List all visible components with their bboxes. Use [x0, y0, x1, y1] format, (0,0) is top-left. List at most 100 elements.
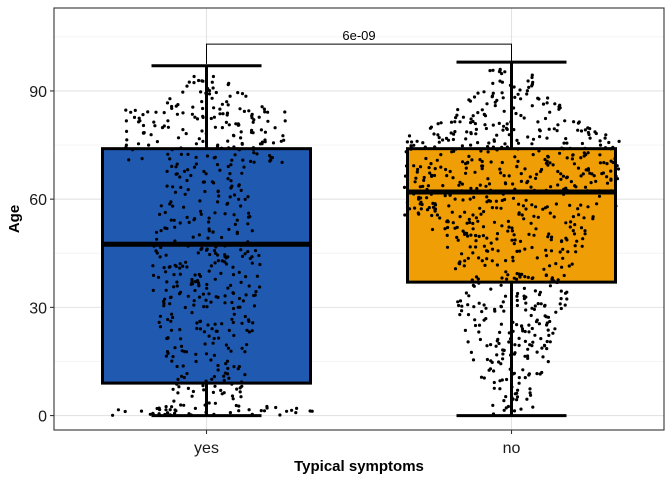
data-point	[477, 256, 481, 260]
data-point	[576, 207, 580, 211]
data-point	[517, 336, 521, 340]
data-point	[464, 137, 468, 141]
data-point	[461, 198, 465, 202]
data-point	[530, 245, 534, 250]
data-point	[491, 145, 495, 149]
data-point	[433, 209, 437, 213]
data-point	[474, 216, 478, 220]
data-point	[566, 250, 570, 254]
data-point	[603, 136, 607, 140]
data-point	[412, 164, 416, 168]
data-point	[492, 380, 496, 385]
data-point	[178, 266, 182, 270]
data-point	[251, 147, 255, 151]
data-point	[244, 94, 248, 98]
data-point	[224, 120, 228, 124]
data-point	[548, 319, 552, 324]
data-point	[445, 233, 449, 237]
data-point	[449, 120, 454, 124]
data-point	[202, 388, 206, 392]
data-point	[515, 391, 519, 395]
data-point	[472, 195, 476, 199]
data-point	[274, 405, 278, 410]
data-point	[509, 120, 513, 124]
data-point	[446, 225, 450, 230]
data-point	[226, 177, 230, 181]
data-point	[451, 176, 455, 180]
data-point	[240, 380, 244, 384]
data-point	[190, 280, 194, 284]
data-point	[266, 119, 270, 123]
data-point	[146, 110, 150, 114]
data-point	[516, 92, 520, 96]
data-point	[521, 329, 525, 333]
data-point	[213, 211, 217, 215]
data-point	[169, 319, 173, 323]
data-point	[476, 219, 480, 223]
data-point	[515, 294, 519, 298]
data-point	[485, 195, 489, 199]
data-point	[515, 398, 519, 402]
data-point	[572, 120, 576, 124]
data-point	[526, 79, 530, 83]
data-point	[172, 273, 176, 277]
data-point	[471, 213, 475, 217]
data-point	[229, 349, 233, 353]
data-point	[502, 309, 506, 313]
data-point	[511, 329, 515, 333]
data-point	[151, 288, 155, 292]
data-point	[171, 387, 175, 391]
data-point	[193, 406, 197, 410]
data-point	[245, 328, 249, 332]
data-point	[537, 149, 541, 153]
data-point	[207, 229, 211, 233]
data-point	[463, 328, 467, 332]
data-point	[501, 352, 505, 356]
data-point	[243, 373, 247, 377]
data-point	[592, 174, 596, 178]
data-point	[243, 350, 247, 354]
data-point	[605, 181, 610, 185]
data-point	[185, 265, 189, 269]
data-point	[415, 170, 419, 174]
data-point	[502, 124, 506, 128]
data-point	[447, 204, 451, 208]
data-point	[186, 386, 190, 390]
data-point	[148, 412, 152, 416]
data-point	[522, 286, 527, 290]
data-point	[416, 211, 420, 215]
data-point	[552, 215, 556, 219]
data-point	[532, 233, 536, 237]
data-point	[219, 271, 223, 275]
data-point	[530, 326, 534, 331]
data-point	[565, 141, 569, 145]
data-point	[576, 166, 581, 170]
data-point	[257, 115, 261, 119]
data-point	[209, 264, 213, 268]
data-point	[513, 343, 517, 347]
data-point	[191, 105, 195, 109]
jitter-points	[111, 67, 621, 417]
data-point	[515, 249, 519, 253]
data-point	[223, 212, 227, 216]
data-point	[496, 337, 500, 341]
data-point	[598, 139, 602, 143]
data-point	[460, 144, 464, 148]
data-point	[211, 230, 215, 234]
data-point	[473, 318, 477, 322]
data-point	[530, 203, 534, 207]
data-point	[536, 120, 540, 124]
data-point	[229, 163, 233, 167]
data-point	[201, 139, 205, 143]
data-point	[496, 249, 500, 253]
data-point	[466, 234, 470, 238]
data-point	[526, 347, 530, 351]
data-point	[240, 92, 245, 96]
data-point	[413, 206, 417, 210]
data-point	[426, 184, 430, 188]
data-point	[570, 262, 574, 266]
data-point	[560, 265, 564, 269]
data-point	[597, 194, 602, 198]
data-point	[528, 391, 532, 395]
data-point	[199, 90, 203, 94]
